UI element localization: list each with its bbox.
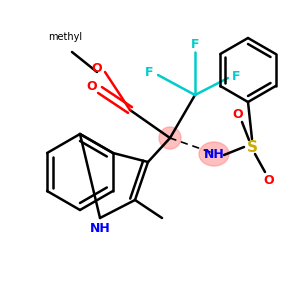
Ellipse shape <box>199 142 229 166</box>
Text: F: F <box>191 38 199 50</box>
Text: S: S <box>247 140 257 154</box>
Text: NH: NH <box>90 221 110 235</box>
Ellipse shape <box>159 127 181 149</box>
Text: O: O <box>87 80 97 92</box>
Text: F: F <box>145 67 153 80</box>
Text: O: O <box>264 173 274 187</box>
Text: methyl: methyl <box>48 32 82 42</box>
Text: F: F <box>232 70 240 83</box>
Text: O: O <box>233 107 243 121</box>
Text: O: O <box>92 62 102 76</box>
Text: NH: NH <box>204 148 224 160</box>
